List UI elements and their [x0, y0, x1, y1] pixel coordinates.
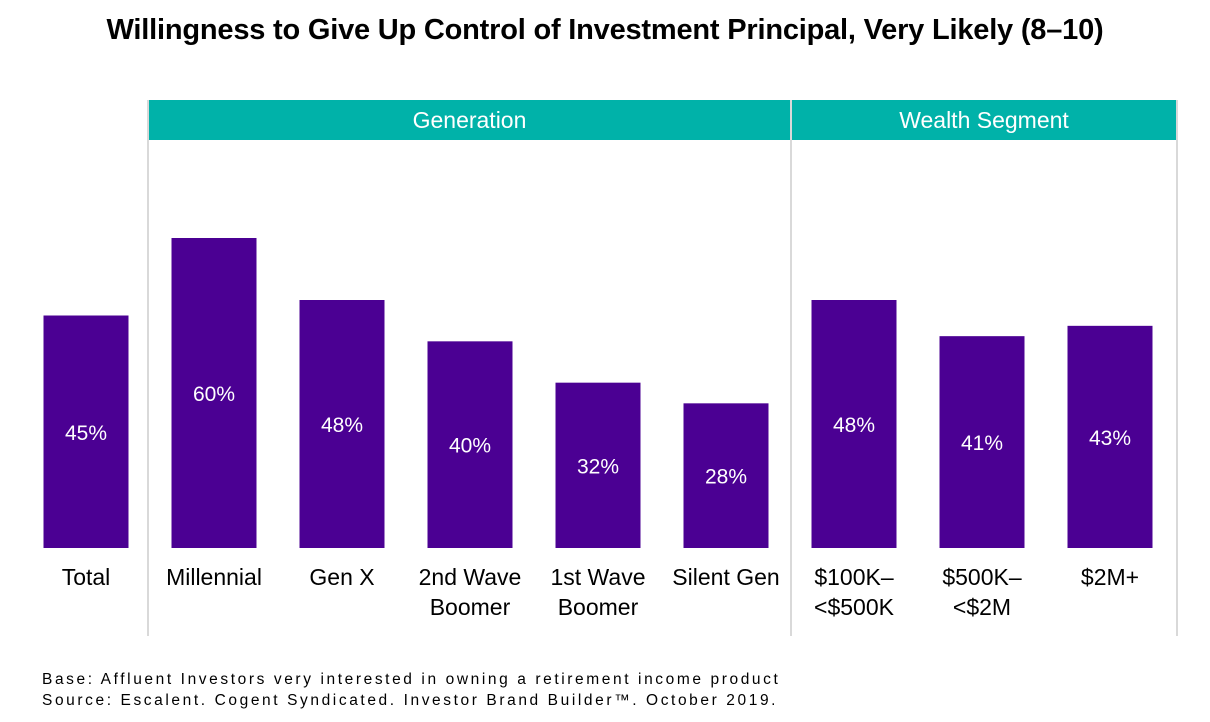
- bar-value-label: 41%: [961, 432, 1003, 455]
- group-header-label: Generation: [413, 107, 527, 133]
- category-label: <$500K: [814, 594, 895, 620]
- bar: [683, 403, 769, 548]
- bar: [939, 336, 1025, 548]
- category-label: Millennial: [166, 564, 262, 590]
- bar: [171, 238, 257, 548]
- bar: [811, 300, 897, 548]
- bar: [1067, 325, 1153, 548]
- group-header-band: [148, 100, 791, 140]
- bar: [555, 382, 641, 548]
- category-label: Gen X: [309, 564, 374, 590]
- category-label: Boomer: [558, 594, 639, 620]
- category-label: 1st Wave: [550, 564, 645, 590]
- bar: [43, 315, 129, 548]
- category-label: $500K–: [942, 564, 1022, 590]
- bar-value-label: 43%: [1089, 427, 1131, 450]
- category-label: 2nd Wave: [419, 564, 522, 590]
- category-label: $100K–: [814, 564, 894, 590]
- base-footnote: Base: Affluent Investors very interested…: [42, 671, 781, 688]
- bar-value-label: 48%: [833, 414, 875, 437]
- bar: [427, 341, 513, 548]
- bar-value-label: 40%: [449, 435, 491, 458]
- bar-value-label: 60%: [193, 383, 235, 406]
- category-label: <$2M: [953, 594, 1011, 620]
- category-label: Boomer: [430, 594, 511, 620]
- group-header-label: Wealth Segment: [899, 107, 1069, 133]
- bar-value-label: 32%: [577, 455, 619, 478]
- bar-value-label: 45%: [65, 422, 107, 445]
- bar: [299, 300, 385, 548]
- bar-value-label: 48%: [321, 414, 363, 437]
- group-header-band: [791, 100, 1177, 140]
- bar-value-label: 28%: [705, 466, 747, 489]
- category-label: $2M+: [1081, 564, 1139, 590]
- category-label: Silent Gen: [672, 564, 779, 590]
- source-footnote: Source: Escalent. Cogent Syndicated. Inv…: [42, 692, 779, 709]
- chart-title: Willingness to Give Up Control of Invest…: [106, 14, 1104, 46]
- category-label: Total: [62, 564, 111, 590]
- bar-chart: Generation Wealth Segment 45% Total 60% Mille…: [43, 100, 1178, 636]
